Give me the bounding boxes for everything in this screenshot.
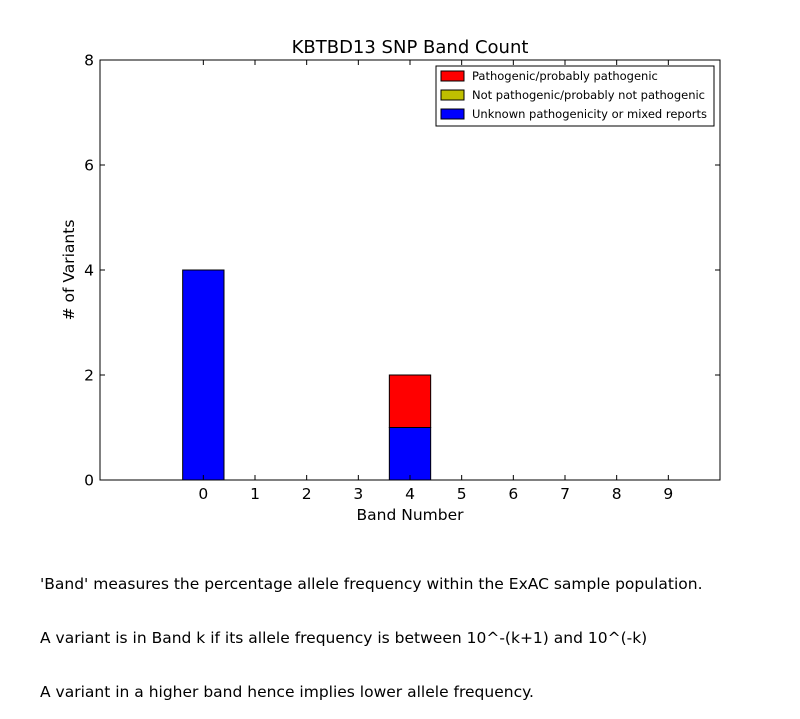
x-axis: 0 1 2 3 4 5 6 7 8 9 (198, 60, 673, 503)
x-tick-label: 4 (405, 485, 415, 503)
y-tick-label: 6 (84, 157, 94, 175)
x-tick-label: 0 (198, 485, 208, 503)
x-tick-label: 3 (353, 485, 363, 503)
y-axis: 0 2 4 6 8 (84, 52, 720, 490)
x-tick-label: 2 (302, 485, 312, 503)
x-tick-label: 9 (663, 485, 673, 503)
legend-frame (435, 65, 715, 127)
legend-swatch (440, 70, 465, 82)
caption-line-1: 'Band' measures the percentage allele fr… (40, 575, 703, 593)
x-tick-label: 6 (508, 485, 518, 503)
legend-swatch (440, 108, 465, 120)
y-tick-label: 4 (84, 262, 94, 280)
caption: 'Band' measures the percentage allele fr… (40, 539, 703, 719)
bar-4-pathogenic-probably-pathogenic (388, 374, 432, 428)
y-tick-label: 2 (84, 367, 94, 385)
y-tick-label: 8 (84, 52, 94, 70)
x-tick-label: 5 (457, 485, 467, 503)
legend: Pathogenic/probably pathogenic Not pathog… (435, 65, 715, 127)
bar-0-unknown-pathogenicity-or-mixed-reports (182, 269, 225, 481)
legend-swatch (440, 89, 465, 101)
x-tick-label: 8 (612, 485, 622, 503)
bars-layer (182, 269, 432, 481)
legend-label: Unknown pathogenicity or mixed reports (472, 107, 707, 121)
legend-label: Pathogenic/probably pathogenic (472, 69, 658, 83)
y-axis-label: # of Variants (60, 220, 78, 321)
y-tick-label: 0 (84, 472, 94, 490)
caption-line-3: A variant in a higher band hence implies… (40, 683, 534, 701)
bar-4-unknown-pathogenicity-or-mixed-reports (388, 427, 432, 481)
chart-title: KBTBD13 SNP Band Count (292, 37, 529, 58)
x-axis-label: Band Number (357, 506, 465, 524)
caption-line-2: A variant is in Band k if its allele fre… (40, 629, 648, 647)
x-tick-label: 1 (250, 485, 260, 503)
x-tick-label: 7 (560, 485, 570, 503)
legend-label: Not pathogenic/probably not pathogenic (472, 88, 705, 102)
